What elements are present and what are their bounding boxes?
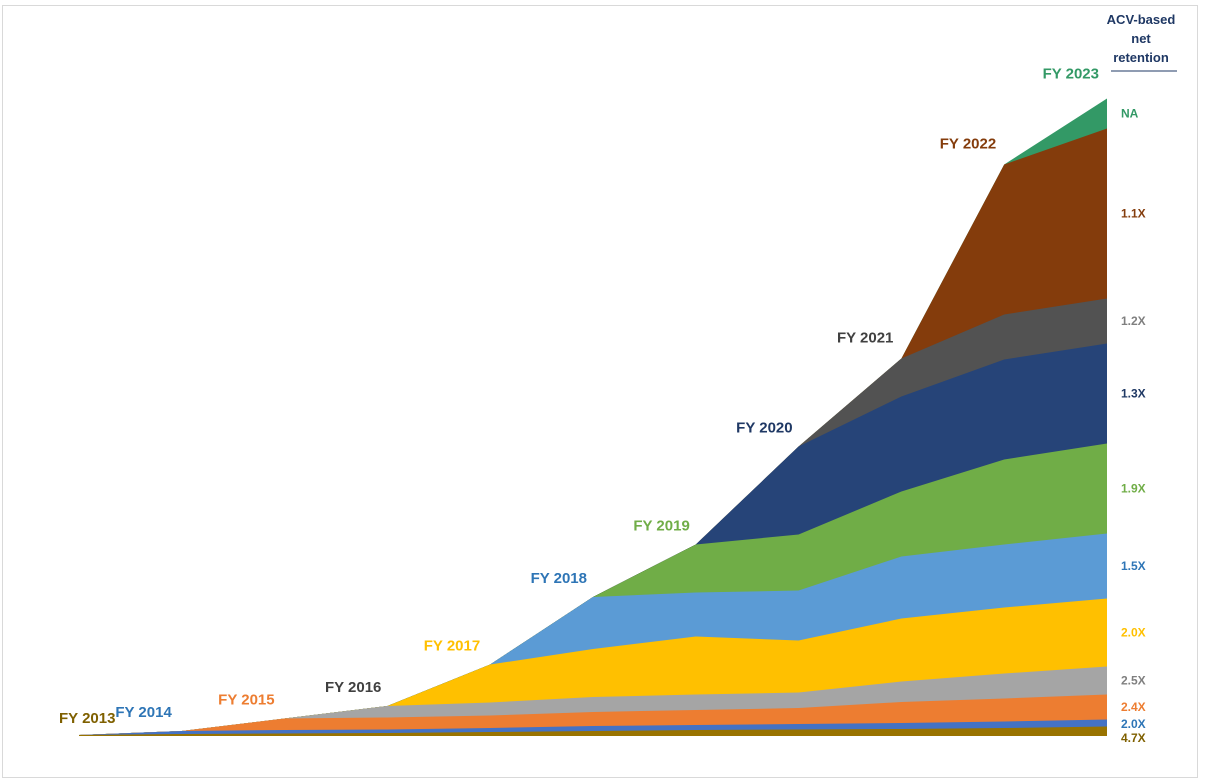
retention-label-fy-2022: 1.1X [1121, 207, 1146, 221]
stacked-area-chart: FY 2013 FY 2014 FY 2015 FY 2016 FY 2017 FY 20… [59, 12, 1177, 746]
cohort-label-fy-2013: FY 2013 [59, 710, 115, 727]
cohort-label-fy-2020: FY 2020 [736, 420, 792, 437]
cohort-label-fy-2018: FY 2018 [531, 570, 587, 587]
cohort-label-fy-2021: FY 2021 [837, 330, 893, 347]
cohort-label-fy-2014: FY 2014 [115, 704, 172, 721]
cohort-label-fy-2015: FY 2015 [218, 692, 274, 709]
retention-label-fy-2016: 2.5X [1121, 674, 1146, 688]
cohort-label-fy-2022: FY 2022 [940, 136, 996, 153]
retention-label-fy-2015: 2.4X [1121, 700, 1146, 714]
area-fy-2013 [79, 726, 1107, 736]
area-layers [79, 98, 1107, 736]
retention-header-line-1: ACV-based [1107, 12, 1176, 27]
retention-label-fy-2020: 1.3X [1121, 387, 1146, 401]
retention-header-line-3: retention [1113, 50, 1169, 65]
retention-label-fy-2014: 2.0X [1121, 717, 1146, 731]
cohort-label-fy-2017: FY 2017 [424, 638, 480, 655]
chart-frame: FY 2013 FY 2014 FY 2015 FY 2016 FY 2017 FY 20… [2, 5, 1198, 778]
retention-labels: 4.7X2.0X2.4X2.5X2.0X1.5X1.9X1.3X1.2X1.1X… [1121, 107, 1146, 746]
retention-header-line-2: net [1131, 31, 1151, 46]
cohort-labels: FY 2013 FY 2014 FY 2015 FY 2016 FY 2017 FY 20… [59, 66, 1099, 728]
retention-label-fy-2018: 1.5X [1121, 559, 1146, 573]
retention-label-fy-2013: 4.7X [1121, 731, 1146, 745]
retention-label-fy-2019: 1.9X [1121, 482, 1146, 496]
retention-label-fy-2021: 1.2X [1121, 314, 1146, 328]
cohort-label-fy-2019: FY 2019 [633, 518, 689, 535]
cohort-label-fy-2016: FY 2016 [325, 679, 381, 696]
retention-header: ACV-based net retention [1107, 12, 1177, 72]
retention-label-fy-2023: NA [1121, 107, 1139, 121]
cohort-label-fy-2023: FY 2023 [1043, 66, 1099, 83]
retention-label-fy-2017: 2.0X [1121, 626, 1146, 640]
